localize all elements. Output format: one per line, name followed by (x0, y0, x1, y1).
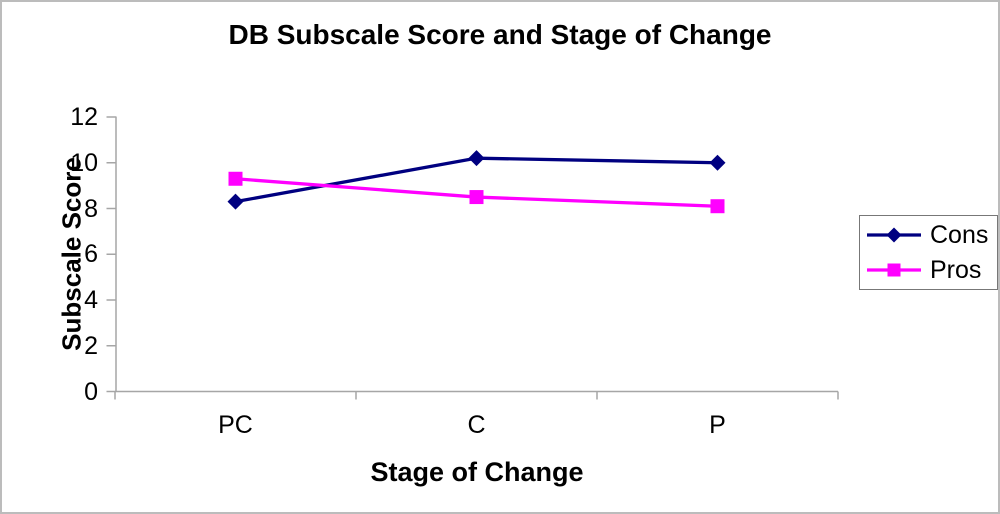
x-tick-label: C (467, 411, 486, 439)
diamond-marker (886, 227, 902, 243)
legend-item-cons: Cons (865, 218, 997, 253)
y-tick-label: 6 (84, 240, 98, 269)
legend-label: Pros (930, 255, 982, 284)
y-tick-label: 4 (84, 286, 98, 314)
y-tick-label: 0 (84, 377, 98, 406)
square-marker (887, 263, 901, 277)
square-marker (228, 171, 243, 186)
x-axis-title: Stage of Change (370, 457, 584, 487)
legend-sample-pros (867, 263, 921, 277)
y-tick-label: 2 (84, 331, 98, 360)
chart-title: DB Subscale Score and Stage of Change (228, 19, 772, 50)
y-tick-label: 12 (70, 103, 98, 131)
legend-label: Cons (930, 220, 989, 249)
diamond-marker (227, 193, 244, 210)
y-tick-label: 10 (70, 148, 98, 177)
legend-item-pros: Pros (865, 253, 997, 288)
x-tick-label: P (709, 411, 726, 439)
square-marker (710, 199, 725, 214)
legend-sample-cons (867, 227, 921, 243)
x-tick-label: PC (218, 411, 253, 439)
y-tick-label: 8 (84, 194, 98, 223)
square-marker (469, 190, 484, 205)
diamond-marker (468, 150, 485, 167)
legend: Cons Pros (859, 215, 998, 290)
diamond-marker (709, 154, 726, 171)
